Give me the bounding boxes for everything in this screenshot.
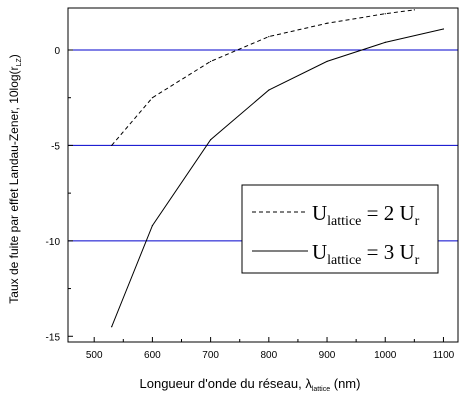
x-axis-title-sub: lattice xyxy=(312,386,330,393)
y-tick-label: 0 xyxy=(54,46,60,57)
x-tick-label: 700 xyxy=(202,350,219,361)
plot-area-frame xyxy=(67,7,459,343)
series-0-point xyxy=(413,9,415,11)
series-0-point xyxy=(326,22,328,24)
series-0-point xyxy=(384,13,386,15)
series-line-2ur xyxy=(111,9,415,146)
x-tick-label: 600 xyxy=(144,350,161,361)
legend: Ulattice = 2 Ur Ulattice = 3 Ur xyxy=(241,184,439,274)
series-1-point xyxy=(210,139,212,141)
x-axis-title: Longueur d'onde du réseau, λlattice (nm) xyxy=(140,376,361,393)
series-1-point xyxy=(111,326,113,328)
series-0-point xyxy=(210,60,212,63)
y-axis-title-end: ) xyxy=(7,54,21,58)
x-axis-title-unit: (nm) xyxy=(330,376,360,391)
y-axis-title-sub: LZ xyxy=(16,58,23,67)
x-tick-label: 800 xyxy=(260,350,277,361)
x-tick-label: 1100 xyxy=(433,350,455,361)
y-tick-label: -10 xyxy=(46,237,61,248)
series-0-point xyxy=(151,97,154,99)
series-line-3ur xyxy=(111,28,444,327)
y-axis-title: Taux de fuite par effet Landau-Zener, 10… xyxy=(7,54,23,303)
series-1-point xyxy=(326,60,328,63)
series-0-point xyxy=(268,36,270,38)
series-1-point xyxy=(442,28,445,30)
series-1-point xyxy=(268,89,270,91)
series-1-point xyxy=(151,224,154,227)
x-tick-label: 1000 xyxy=(374,350,397,361)
x-axis-title-main: Longueur d'onde du réseau, λ xyxy=(140,376,313,391)
series-0-point xyxy=(111,144,113,147)
x-axis-ticks: 500 600 700 800 900 1000 1100 xyxy=(86,337,455,361)
series-layer xyxy=(111,9,445,328)
series-1-point xyxy=(384,41,386,43)
y-tick-label: -5 xyxy=(51,141,60,152)
legend-label-2ur: Ulattice = 2 Ur xyxy=(312,201,420,229)
y-tick-label: -15 xyxy=(46,332,61,343)
x-tick-label: 900 xyxy=(319,350,336,361)
legend-box xyxy=(241,184,439,274)
y-axis-ticks: 0 -5 -10 -15 xyxy=(46,46,73,343)
y-axis-title-main: Taux de fuite par effet Landau-Zener, 10… xyxy=(7,66,21,303)
legend-label-3ur: Ulattice = 3 Ur xyxy=(312,240,420,268)
x-tick-label: 500 xyxy=(86,350,103,361)
